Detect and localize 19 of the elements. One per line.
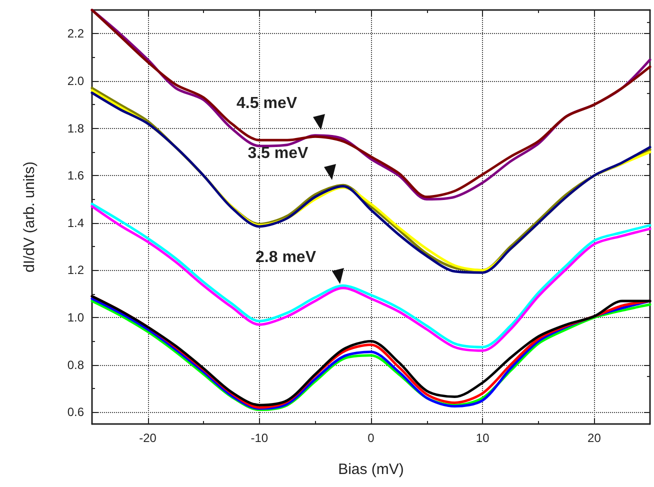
y-tick-label: 1.2 bbox=[67, 263, 84, 278]
y-tick-label: 0.6 bbox=[67, 405, 84, 420]
y-tick-label: 1.8 bbox=[67, 121, 84, 136]
y-tick-label: 1.0 bbox=[67, 310, 84, 325]
x-tick-label: 20 bbox=[588, 431, 602, 445]
y-tick-label: 1.4 bbox=[67, 216, 84, 230]
annotation: 3.5 meV bbox=[248, 145, 308, 164]
x-axis-title: Bias (mV) bbox=[338, 461, 404, 478]
x-tick-label: -20 bbox=[139, 431, 157, 445]
y-tick-label: 2.2 bbox=[67, 26, 84, 41]
x-tick-label: -10 bbox=[250, 431, 268, 445]
x-tick-label: 0 bbox=[368, 431, 375, 445]
y-tick-label: 0.8 bbox=[67, 358, 84, 372]
annotation: 4.5 meV bbox=[236, 95, 298, 114]
annotation: 2.8 meV bbox=[256, 249, 316, 268]
y-tick-label: 2.0 bbox=[67, 74, 84, 88]
x-tick-label: 10 bbox=[476, 431, 490, 445]
y-axis-title: dI/dV (arb. units) bbox=[21, 162, 38, 272]
y-tick-label: 1.6 bbox=[67, 168, 84, 183]
